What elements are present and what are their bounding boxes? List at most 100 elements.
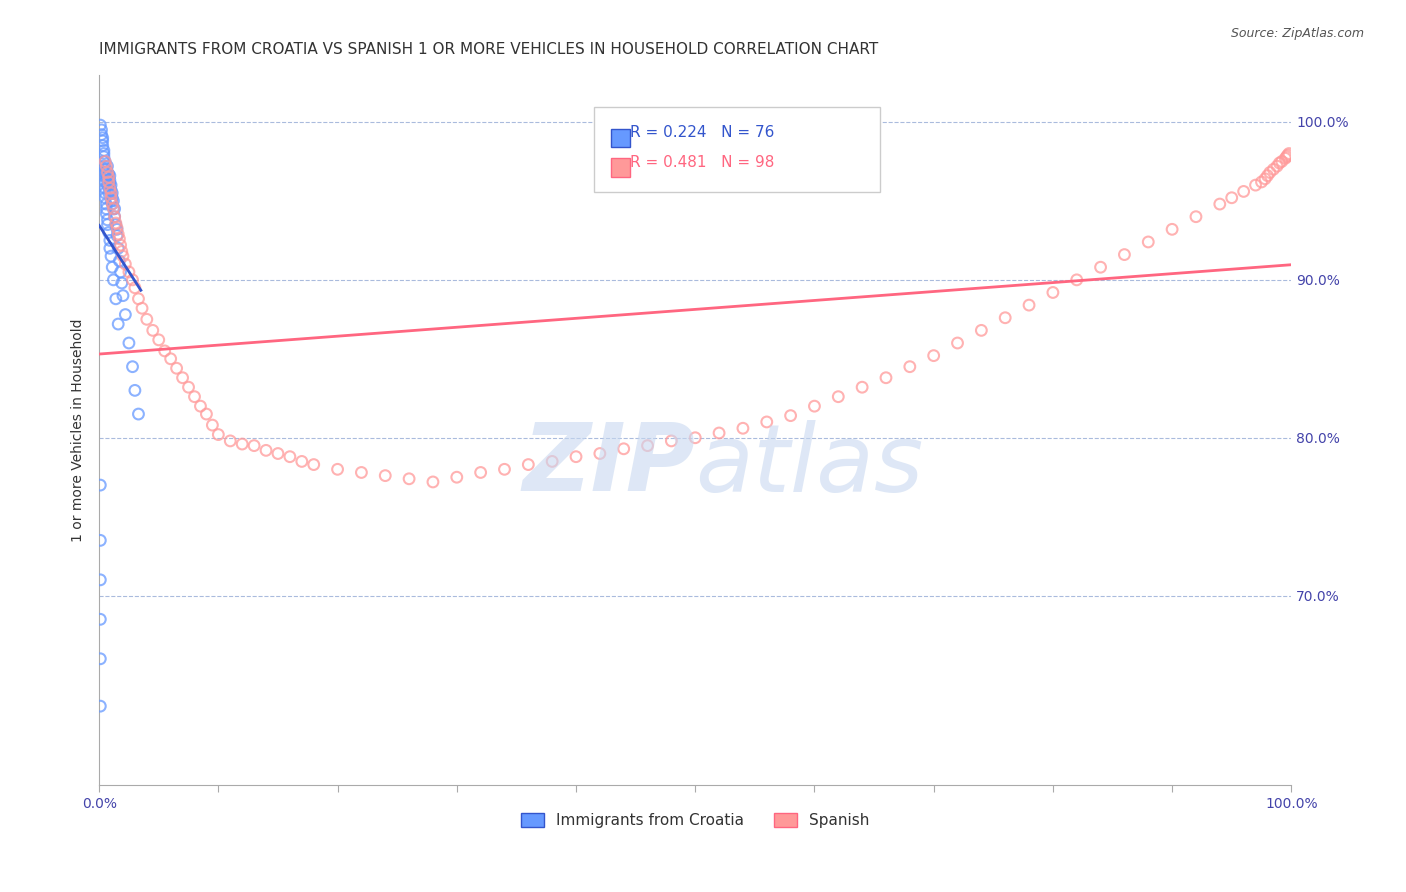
Point bbox=[231, 437, 253, 451]
Point bbox=[94, 170, 117, 185]
Point bbox=[98, 181, 121, 195]
Point bbox=[96, 170, 118, 185]
Point bbox=[541, 454, 564, 468]
Point bbox=[107, 317, 129, 331]
Text: Source: ZipAtlas.com: Source: ZipAtlas.com bbox=[1230, 27, 1364, 40]
Text: atlas: atlas bbox=[695, 420, 924, 511]
Point bbox=[100, 249, 122, 263]
Point bbox=[121, 273, 143, 287]
Point bbox=[131, 301, 153, 316]
Point bbox=[89, 118, 111, 132]
Point bbox=[97, 170, 120, 185]
Point bbox=[100, 186, 122, 200]
Point bbox=[243, 439, 266, 453]
Point bbox=[267, 446, 290, 460]
Point bbox=[470, 466, 492, 480]
Text: ZIP: ZIP bbox=[523, 419, 695, 511]
Point bbox=[100, 178, 122, 193]
Point bbox=[166, 361, 188, 376]
Point bbox=[91, 134, 114, 148]
Point bbox=[970, 323, 993, 337]
Point bbox=[374, 468, 396, 483]
Point bbox=[104, 210, 127, 224]
Point bbox=[96, 212, 118, 227]
Point bbox=[494, 462, 516, 476]
Point bbox=[159, 351, 181, 366]
Point bbox=[291, 454, 314, 468]
Point bbox=[207, 427, 229, 442]
Point bbox=[219, 434, 242, 448]
Point bbox=[110, 265, 132, 279]
Point bbox=[103, 202, 125, 216]
Point bbox=[422, 475, 444, 489]
Point bbox=[172, 370, 194, 384]
Point bbox=[1274, 151, 1296, 165]
Point bbox=[105, 228, 128, 243]
Point bbox=[1185, 210, 1208, 224]
Point bbox=[101, 186, 124, 200]
Point bbox=[148, 333, 170, 347]
Point bbox=[127, 292, 149, 306]
Point bbox=[755, 415, 778, 429]
Point bbox=[97, 167, 120, 181]
Point bbox=[89, 478, 111, 492]
Point bbox=[827, 390, 849, 404]
Point bbox=[190, 399, 212, 413]
Point bbox=[96, 202, 118, 216]
Point bbox=[946, 336, 969, 351]
Point bbox=[1250, 175, 1272, 189]
Point bbox=[1018, 298, 1040, 312]
Point bbox=[183, 390, 205, 404]
Y-axis label: 1 or more Vehicles in Household: 1 or more Vehicles in Household bbox=[72, 318, 86, 541]
Point bbox=[1265, 159, 1288, 173]
Point bbox=[103, 273, 125, 287]
Point bbox=[96, 165, 118, 179]
Point bbox=[398, 472, 420, 486]
Point bbox=[96, 159, 118, 173]
Point bbox=[446, 470, 468, 484]
Point bbox=[107, 241, 129, 255]
Point bbox=[101, 197, 124, 211]
Point bbox=[97, 178, 120, 193]
Point bbox=[104, 292, 127, 306]
Point bbox=[1268, 156, 1291, 170]
Point bbox=[94, 181, 117, 195]
Text: R = 0.481   N = 98: R = 0.481 N = 98 bbox=[630, 155, 775, 170]
Text: IMMIGRANTS FROM CROATIA VS SPANISH 1 OR MORE VEHICLES IN HOUSEHOLD CORRELATION C: IMMIGRANTS FROM CROATIA VS SPANISH 1 OR … bbox=[100, 42, 879, 57]
Point bbox=[124, 384, 146, 398]
Point bbox=[1137, 235, 1160, 249]
Point bbox=[153, 343, 176, 358]
Point bbox=[96, 197, 118, 211]
Point bbox=[94, 154, 117, 169]
Point bbox=[111, 244, 134, 259]
Point bbox=[1278, 146, 1301, 161]
Point bbox=[1161, 222, 1184, 236]
Point bbox=[96, 165, 118, 179]
Point bbox=[1233, 185, 1256, 199]
Point bbox=[89, 533, 111, 548]
Point bbox=[93, 159, 115, 173]
Point bbox=[107, 227, 129, 241]
Point bbox=[1220, 191, 1243, 205]
Point bbox=[326, 462, 349, 476]
Point bbox=[98, 173, 121, 187]
Point bbox=[89, 612, 111, 626]
Point bbox=[1090, 260, 1112, 275]
Point bbox=[994, 310, 1017, 325]
Point bbox=[1254, 171, 1277, 186]
Point bbox=[93, 146, 115, 161]
Point bbox=[104, 202, 127, 216]
Point bbox=[613, 442, 636, 456]
Point bbox=[94, 191, 117, 205]
Point bbox=[91, 138, 114, 153]
Point bbox=[661, 434, 683, 448]
Point bbox=[100, 194, 122, 208]
Point bbox=[1114, 247, 1136, 261]
Point bbox=[278, 450, 301, 464]
Point bbox=[89, 699, 111, 714]
Point bbox=[118, 336, 141, 351]
Point bbox=[97, 226, 120, 240]
Point bbox=[1066, 273, 1088, 287]
Point bbox=[1256, 169, 1278, 183]
Point bbox=[111, 276, 134, 290]
